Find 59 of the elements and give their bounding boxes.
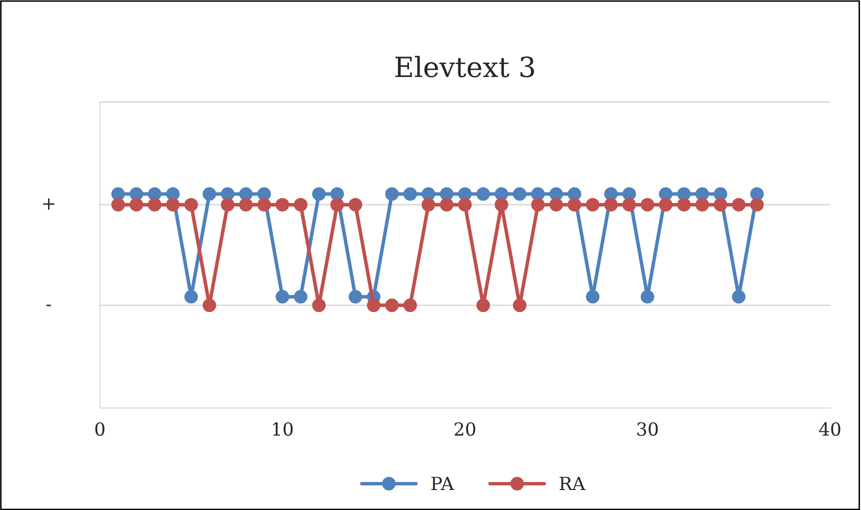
point <box>549 198 563 212</box>
point <box>330 198 344 212</box>
point <box>586 290 600 304</box>
x-tick-label: 20 <box>454 422 476 436</box>
point <box>750 198 764 212</box>
point <box>531 198 545 212</box>
point <box>294 290 308 304</box>
point <box>385 298 399 312</box>
point <box>568 198 582 212</box>
point <box>586 198 600 212</box>
legend-label: RA <box>560 476 586 490</box>
point <box>276 290 290 304</box>
point <box>312 298 326 312</box>
chart-title: Elevtext 3 <box>395 56 534 78</box>
ref-line-label: + <box>43 198 54 210</box>
point <box>202 298 216 312</box>
legend-label: PA <box>431 476 454 490</box>
point <box>640 290 654 304</box>
point <box>494 198 508 212</box>
point <box>476 298 490 312</box>
point <box>385 187 399 201</box>
point <box>348 198 362 212</box>
point <box>422 198 436 212</box>
x-tick-label: 10 <box>273 422 293 436</box>
point <box>512 298 526 312</box>
x-tick-label: 40 <box>819 422 840 436</box>
point <box>677 198 691 212</box>
point <box>294 198 308 212</box>
point <box>111 198 125 212</box>
x-tick-label: 0 <box>95 422 104 436</box>
point <box>732 198 746 212</box>
point <box>622 198 636 212</box>
point <box>312 187 326 201</box>
ref-line-label: - <box>46 304 52 306</box>
point <box>512 187 526 201</box>
point <box>220 198 234 212</box>
point <box>658 198 672 212</box>
point <box>604 198 618 212</box>
point <box>148 198 162 212</box>
point <box>348 290 362 304</box>
point <box>476 187 490 201</box>
point <box>202 187 216 201</box>
point <box>257 198 271 212</box>
point <box>366 298 380 312</box>
point <box>403 187 417 201</box>
point <box>276 198 290 212</box>
point <box>440 198 454 212</box>
point <box>184 198 198 212</box>
point <box>130 198 144 212</box>
point <box>695 198 709 212</box>
point <box>714 198 728 212</box>
point <box>166 198 180 212</box>
point <box>458 198 472 212</box>
point <box>403 298 417 312</box>
point <box>239 198 253 212</box>
point <box>732 290 746 304</box>
point <box>640 198 654 212</box>
point <box>184 290 198 304</box>
x-tick-label: 30 <box>637 422 658 436</box>
